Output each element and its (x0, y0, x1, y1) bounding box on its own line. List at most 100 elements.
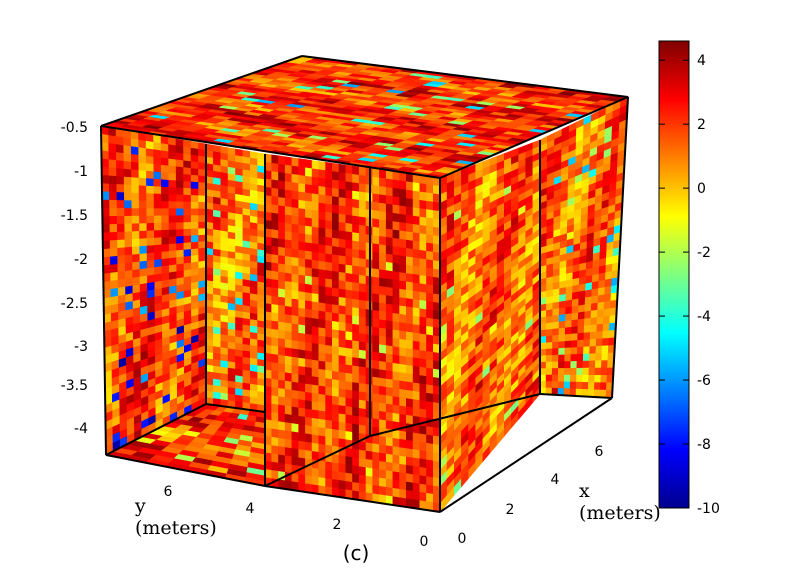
cell (379, 219, 387, 230)
cell (603, 300, 612, 310)
cell (412, 382, 421, 393)
cell (284, 364, 293, 375)
cell (584, 296, 593, 306)
cell (426, 451, 434, 462)
cell (545, 348, 553, 356)
cell (564, 333, 572, 342)
cell (419, 483, 427, 494)
cell (278, 346, 286, 357)
cell (358, 316, 367, 327)
cell (419, 308, 427, 319)
cell (358, 482, 367, 494)
cell (154, 259, 163, 268)
cell (305, 225, 313, 236)
cell (131, 169, 140, 179)
cell (284, 455, 293, 466)
cell (352, 373, 360, 384)
cell (298, 216, 306, 227)
cell (278, 197, 286, 207)
cell (190, 221, 199, 230)
cell (278, 213, 286, 224)
cell (602, 330, 610, 340)
cell (392, 312, 400, 323)
cell (432, 377, 441, 388)
cell (325, 228, 333, 239)
cell (551, 368, 559, 376)
cell (291, 165, 300, 176)
cell (101, 208, 111, 217)
cell (583, 324, 592, 334)
cell (599, 382, 608, 391)
cell (557, 381, 565, 389)
box-edges (100, 55, 629, 513)
cell (412, 240, 421, 251)
cell (372, 218, 380, 229)
cell (385, 453, 394, 464)
cell (115, 136, 125, 146)
cell (183, 228, 192, 237)
cell (558, 327, 566, 336)
y-tick-label: 6 (164, 484, 173, 500)
cell (318, 360, 326, 371)
cell (385, 320, 394, 331)
cell (198, 215, 207, 223)
cell (305, 308, 313, 319)
cell (392, 237, 400, 248)
cell (358, 408, 367, 419)
cell (311, 168, 320, 179)
cell (372, 351, 380, 362)
cell (358, 274, 367, 285)
cell (325, 428, 333, 439)
cell (264, 444, 273, 455)
cell (331, 212, 340, 223)
cell (345, 189, 353, 200)
cell (545, 368, 553, 376)
cell (412, 224, 421, 234)
cell (405, 231, 414, 242)
cell (399, 447, 407, 458)
cell (601, 352, 609, 362)
cell (372, 310, 380, 321)
cell (412, 182, 421, 193)
cell (168, 172, 177, 182)
cell (419, 425, 427, 436)
cell (298, 457, 306, 468)
cell (358, 416, 367, 427)
cell (338, 338, 347, 349)
cell (132, 269, 141, 279)
cell (161, 251, 170, 260)
cell (161, 222, 170, 231)
cell (352, 173, 360, 184)
cell (426, 467, 434, 478)
cell (385, 370, 394, 381)
cell (176, 222, 185, 231)
cell (325, 478, 333, 489)
cell (338, 305, 347, 316)
cell (345, 347, 353, 358)
cell (271, 287, 279, 298)
cell (284, 214, 293, 225)
cell (426, 292, 434, 303)
cell (557, 368, 565, 376)
cell (358, 266, 367, 277)
cell (168, 179, 177, 189)
cell (338, 421, 347, 432)
cell (169, 257, 177, 267)
cell (358, 341, 367, 352)
cell (102, 216, 111, 226)
cell (305, 242, 313, 253)
cell (379, 394, 387, 405)
cell (311, 293, 320, 304)
cell (318, 410, 326, 421)
cell (345, 322, 353, 333)
cell (160, 143, 169, 153)
cell (278, 255, 286, 266)
cell (153, 142, 162, 152)
cell (558, 334, 566, 343)
cell (154, 266, 163, 276)
cell (352, 415, 360, 426)
cell (116, 192, 125, 201)
cell (426, 317, 434, 328)
cell (278, 412, 286, 423)
cell (603, 293, 612, 303)
